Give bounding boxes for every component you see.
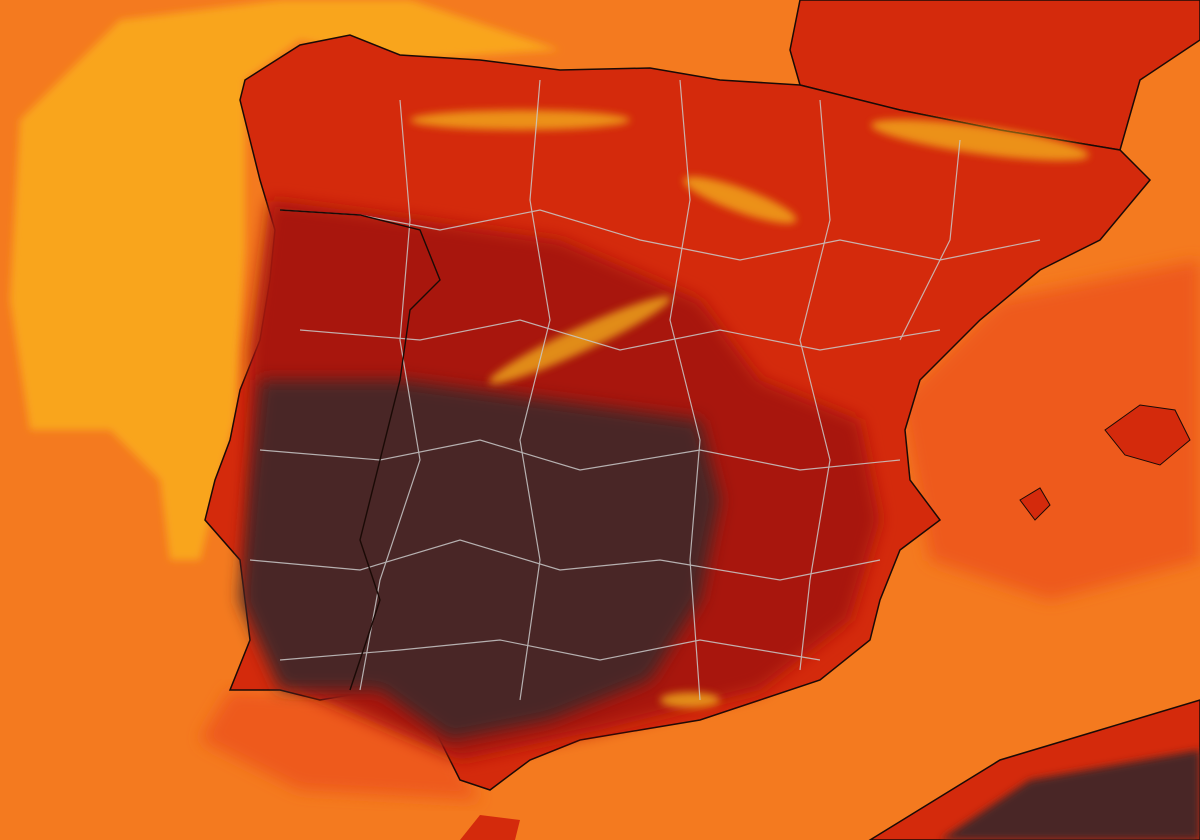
border-line bbox=[799, 99, 831, 671]
mallorca bbox=[1104, 404, 1191, 466]
iberian-system bbox=[683, 176, 797, 224]
border-line bbox=[299, 319, 941, 351]
border-line bbox=[359, 99, 421, 691]
ceuta-coast bbox=[460, 815, 520, 840]
warm-sea-area bbox=[900, 260, 1200, 600]
central-system bbox=[489, 296, 671, 384]
border-line bbox=[669, 79, 701, 701]
balearic-islands bbox=[1019, 404, 1191, 521]
sierra-nevada bbox=[660, 692, 720, 708]
extreme-heat-zone bbox=[240, 380, 720, 740]
border-line bbox=[249, 539, 881, 581]
mountain-ranges bbox=[410, 110, 1089, 708]
border-line bbox=[899, 139, 961, 341]
border-line bbox=[519, 79, 551, 701]
north-africa-hot bbox=[940, 750, 1200, 840]
ibiza bbox=[1019, 487, 1051, 521]
cantabrian-range bbox=[410, 110, 630, 130]
border-line bbox=[279, 639, 821, 661]
cool-atlantic-area bbox=[10, 0, 560, 560]
pyrenees bbox=[871, 119, 1089, 161]
administrative-borders bbox=[249, 79, 1041, 701]
border-line bbox=[279, 209, 1041, 261]
portugal-spain-border bbox=[279, 209, 441, 691]
